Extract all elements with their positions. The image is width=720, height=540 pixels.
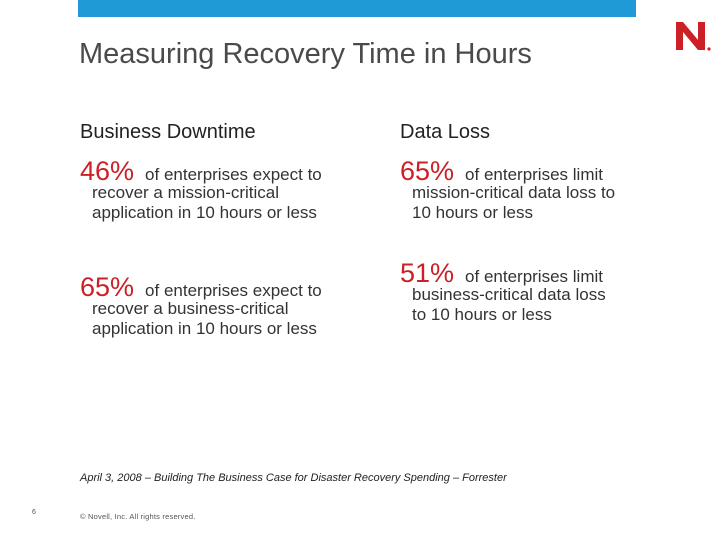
copyright-notice: © Novell, Inc. All rights reserved. bbox=[80, 512, 196, 521]
stat-description: business-critical data loss to 10 hours … bbox=[412, 285, 606, 324]
column-heading-data-loss: Data Loss bbox=[400, 121, 491, 143]
stat-description: mission-critical data loss to 10 hours o… bbox=[412, 183, 616, 222]
stat-lead-text: of enterprises limit bbox=[465, 165, 603, 184]
stat-block: 51% of enterprises limit business-critica… bbox=[400, 258, 700, 325]
slide-title: Measuring Recovery Time in Hours bbox=[79, 38, 532, 70]
novell-logo-icon bbox=[676, 22, 711, 51]
stat-percent: 51% bbox=[400, 258, 455, 288]
stat-description: recover a mission-critical application i… bbox=[92, 183, 317, 222]
page-number: 6 bbox=[32, 509, 36, 516]
stat-description: recover a business-critical application … bbox=[92, 299, 317, 338]
stat-block: 65% of enterprises expect to recover a bu… bbox=[80, 272, 380, 339]
column-heading-business-downtime: Business Downtime bbox=[80, 121, 256, 143]
stat-block: 65% of enterprises limit mission-critical… bbox=[400, 156, 700, 223]
stat-percent: 65% bbox=[80, 272, 135, 302]
stat-block: 46% of enterprises expect to recover a mi… bbox=[80, 156, 380, 223]
top-accent-bar bbox=[78, 0, 636, 17]
stat-percent: 46% bbox=[80, 156, 135, 186]
stat-lead-text: of enterprises expect to bbox=[145, 281, 322, 300]
stat-lead-text: of enterprises limit bbox=[465, 267, 603, 286]
stat-percent: 65% bbox=[400, 156, 455, 186]
stat-lead-text: of enterprises expect to bbox=[145, 165, 322, 184]
source-footnote: April 3, 2008 – Building The Business Ca… bbox=[80, 472, 507, 484]
